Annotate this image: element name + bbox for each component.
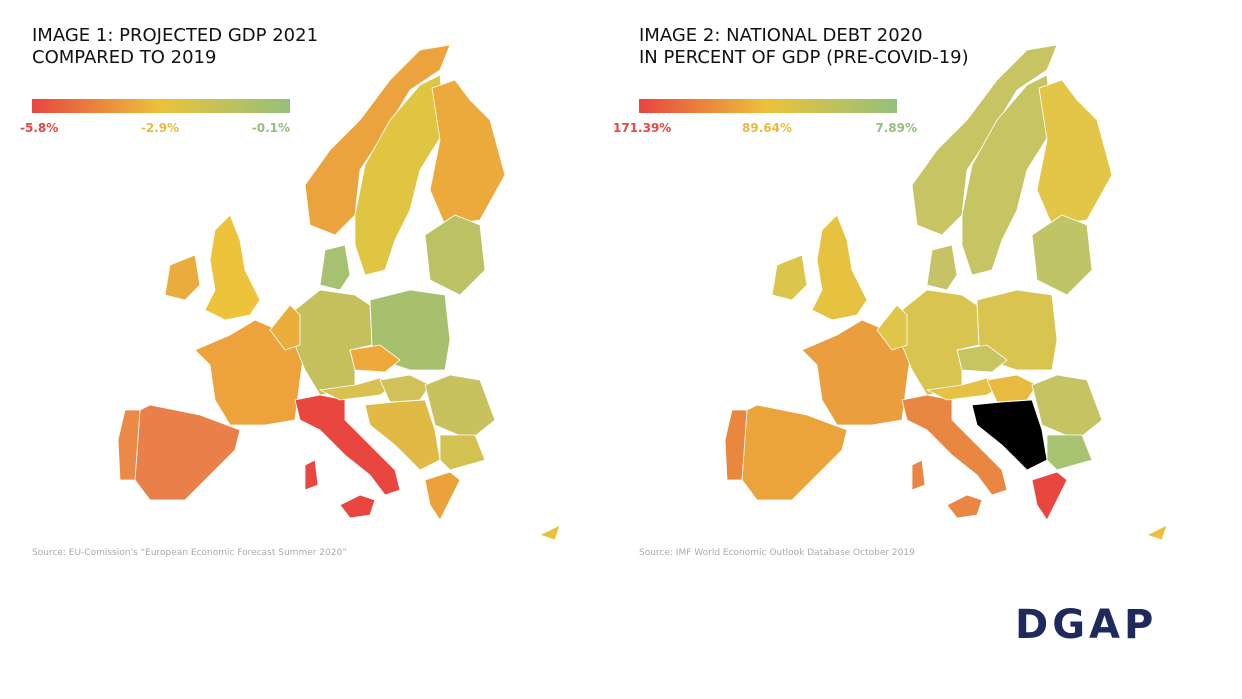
country-cyprus (1145, 524, 1168, 541)
country-benelux (876, 304, 908, 351)
country-sicily (946, 494, 983, 519)
country-uk (204, 214, 261, 321)
country-baltics (1031, 214, 1093, 296)
country-benelux (269, 304, 301, 351)
country-sweden (354, 74, 446, 276)
country-spain (741, 404, 848, 501)
map-title: COMPARED TO 2019 (32, 47, 216, 68)
legend-label: -5.8% (20, 121, 58, 135)
country-balkans (364, 399, 441, 471)
country-italy (901, 394, 1008, 496)
logo: DGAP (1015, 602, 1157, 648)
country-cyprus (538, 524, 561, 541)
country-portugal (117, 409, 141, 481)
country-denmark (926, 244, 958, 291)
country-finland (1036, 79, 1113, 226)
country-bulgaria (439, 434, 486, 471)
legend-bar (32, 99, 290, 113)
source-note: Source: EU-Comission's “European Economi… (32, 548, 347, 558)
country-norway (304, 44, 451, 236)
country-baltics (424, 214, 486, 296)
country-greece (1031, 471, 1068, 521)
map-title: IN PERCENT OF GDP (PRE-COVID-19) (639, 47, 969, 68)
country-portugal (724, 409, 748, 481)
country-greece (424, 471, 461, 521)
legend-label: -0.1% (252, 121, 290, 135)
country-germany (901, 289, 980, 396)
country-finland (429, 79, 506, 226)
map-title: IMAGE 2: NATIONAL DEBT 2020 (639, 25, 923, 46)
map-title: IMAGE 1: PROJECTED GDP 2021 (32, 25, 318, 46)
country-denmark (319, 244, 351, 291)
country-hungary (379, 374, 431, 403)
country-czechia (349, 344, 401, 373)
country-balkans (971, 399, 1048, 471)
country-ireland (164, 254, 201, 301)
country-hungary (986, 374, 1038, 403)
source-note: Source: IMF World Economic Outlook Datab… (639, 548, 915, 558)
country-uk (811, 214, 868, 321)
country-romania (424, 374, 496, 441)
legend-bar (639, 99, 897, 113)
country-norway (911, 44, 1058, 236)
legend-label: 7.89% (875, 121, 917, 135)
country-romania (1031, 374, 1103, 441)
country-bulgaria (1046, 434, 1093, 471)
country-sardinia (911, 459, 926, 491)
legend-label: 89.64% (742, 121, 792, 135)
country-italy (294, 394, 401, 496)
country-sicily (339, 494, 376, 519)
country-sardinia (304, 459, 319, 491)
legend-label: -2.9% (141, 121, 179, 135)
country-ireland (771, 254, 808, 301)
legend-label: 171.39% (613, 121, 671, 135)
country-germany (294, 289, 373, 396)
country-spain (134, 404, 241, 501)
country-sweden (961, 74, 1053, 276)
country-czechia (956, 344, 1008, 373)
